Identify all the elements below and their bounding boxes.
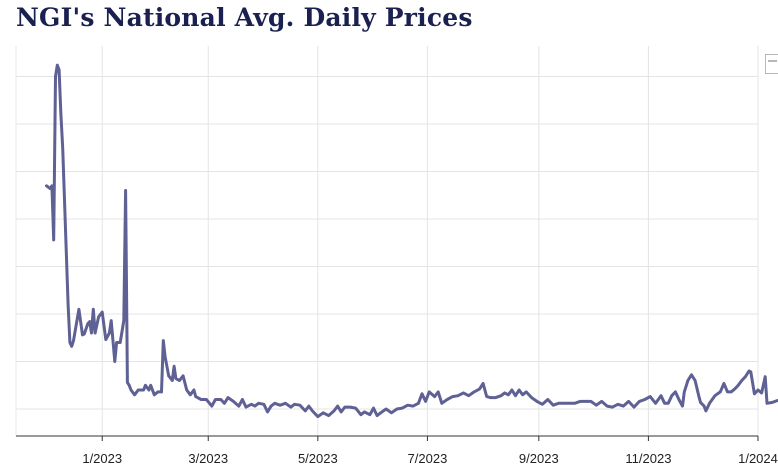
x-tick-label-3: 7/2023	[408, 451, 448, 466]
grid	[15, 46, 759, 436]
chart-menu-icon[interactable]	[765, 54, 778, 74]
x-tick-label-2: 5/2023	[298, 451, 338, 466]
x-tick-label-0: 1/2023	[82, 451, 122, 466]
series-line-0	[45, 63, 778, 419]
chart-title: NGI's National Avg. Daily Prices	[16, 3, 473, 32]
x-tick-label-6: 1/2024	[738, 451, 778, 466]
x-tick-label-1: 3/2023	[188, 451, 228, 466]
x-tick-label-5: 11/2023	[625, 451, 671, 466]
series-layer	[45, 63, 778, 419]
x-tick-label-4: 9/2023	[519, 451, 559, 466]
x-axis: 1/2023 3/2023 5/2023 7/2023 9/2023 11/2023 1/2…	[16, 435, 778, 466]
